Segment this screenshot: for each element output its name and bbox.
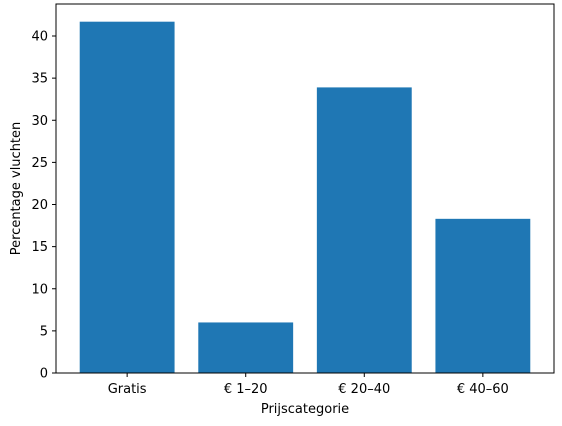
y-tick-label: 0 — [40, 367, 48, 382]
bar-2 — [316, 87, 412, 374]
x-axis-label: Prijscategorie — [261, 402, 349, 417]
y-tick-label: 15 — [31, 240, 48, 255]
x-axis: Gratis € 1–20 € 20–40 € 40–60 — [108, 373, 509, 397]
y-tick-label: 35 — [31, 72, 48, 87]
bar-0 — [79, 21, 175, 373]
y-tick-label: 25 — [31, 156, 48, 171]
plot-frame — [55, 3, 555, 374]
y-tick-label: 40 — [31, 30, 48, 45]
y-tick-label: 5 — [40, 324, 48, 339]
y-axis: 0 5 10 15 20 25 30 35 40 — [31, 30, 56, 382]
y-axis-label: Percentage vluchten — [9, 122, 24, 256]
bar-3 — [435, 218, 531, 373]
x-tick-label: Gratis — [108, 382, 147, 397]
x-tick-label: € 40–60 — [457, 382, 509, 397]
y-tick-label: 30 — [31, 114, 48, 129]
x-tick-label: € 20–40 — [338, 382, 390, 397]
y-tick-label: 10 — [31, 282, 48, 297]
y-tick-label: 20 — [31, 198, 48, 213]
bars — [79, 21, 531, 374]
bar-1 — [198, 322, 294, 373]
x-tick-label: € 1–20 — [224, 382, 268, 397]
